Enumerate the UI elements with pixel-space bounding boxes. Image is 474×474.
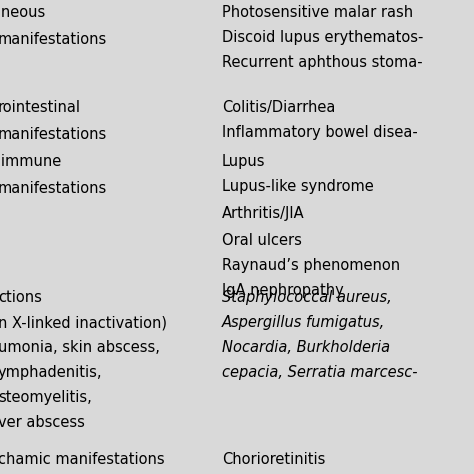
Text: ymphadenitis,: ymphadenitis, xyxy=(0,365,102,380)
Text: Staphylococcal aureus,: Staphylococcal aureus, xyxy=(222,290,392,305)
Text: Photosensitive malar rash: Photosensitive malar rash xyxy=(222,5,413,20)
Text: Nocardia, Burkholderia: Nocardia, Burkholderia xyxy=(222,340,390,355)
Text: ctions: ctions xyxy=(0,290,42,305)
Text: Aspergillus fumigatus,: Aspergillus fumigatus, xyxy=(222,315,385,330)
Text: neous: neous xyxy=(0,5,45,20)
Text: IgA nephropathy: IgA nephropathy xyxy=(222,283,344,298)
Text: Lupus-like syndrome: Lupus-like syndrome xyxy=(222,179,374,194)
Text: Inflammatory bowel disea-: Inflammatory bowel disea- xyxy=(222,125,418,140)
Text: n X-linked inactivation): n X-linked inactivation) xyxy=(0,315,167,330)
Text: ver abscess: ver abscess xyxy=(0,415,85,430)
Text: chamic manifestations: chamic manifestations xyxy=(0,452,164,467)
Text: Colitis/Diarrhea: Colitis/Diarrhea xyxy=(222,100,336,115)
Text: Lupus: Lupus xyxy=(222,154,265,169)
Text: manifestations: manifestations xyxy=(0,32,107,47)
Text: manifestations: manifestations xyxy=(0,181,107,196)
Text: immune: immune xyxy=(0,154,61,169)
Text: Chorioretinitis: Chorioretinitis xyxy=(222,452,325,467)
Text: umonia, skin abscess,: umonia, skin abscess, xyxy=(0,340,160,355)
Text: steomyelitis,: steomyelitis, xyxy=(0,390,92,405)
Text: Raynaud’s phenomenon: Raynaud’s phenomenon xyxy=(222,258,400,273)
Text: cepacia, Serratia marcesc-: cepacia, Serratia marcesc- xyxy=(222,365,418,380)
Text: Recurrent aphthous stoma-: Recurrent aphthous stoma- xyxy=(222,55,423,70)
Text: rointestinal: rointestinal xyxy=(0,100,81,115)
Text: Oral ulcers: Oral ulcers xyxy=(222,233,302,248)
Text: Discoid lupus erythematos-: Discoid lupus erythematos- xyxy=(222,30,423,45)
Text: Arthritis/JIA: Arthritis/JIA xyxy=(222,206,305,221)
Text: manifestations: manifestations xyxy=(0,127,107,142)
